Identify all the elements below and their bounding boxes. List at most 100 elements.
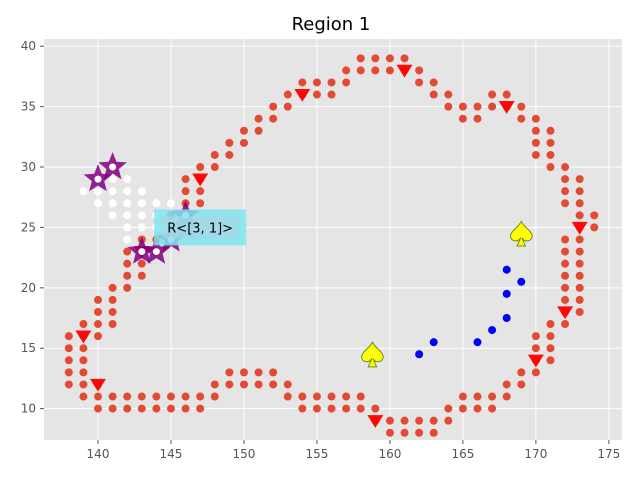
boundary-point [444,102,453,111]
boundary-point [415,416,424,425]
boundary-point [561,199,570,208]
boundary-point [108,283,117,292]
interior-point [79,187,88,196]
triangle-marker [90,378,107,392]
boundary-point [575,283,584,292]
boundary-point [356,404,365,413]
boundary-point [269,368,278,377]
boundary-point [64,356,73,365]
boundary-point [79,368,88,377]
boundary-point [312,392,321,401]
boundary-point [254,380,263,389]
boundary-point [575,271,584,280]
boundary-point [415,66,424,75]
boundary-point [488,102,497,111]
boundary-point [298,78,307,87]
boundary-point [94,320,103,329]
interior-point [123,223,132,232]
blue-point [415,350,424,359]
boundary-point [225,138,234,147]
y-tick-label: 40 [21,39,36,53]
boundary-point [561,235,570,244]
boundary-point [239,138,248,147]
chart-title: Region 1 [292,14,371,35]
interior-point [123,199,132,208]
boundary-point [64,332,73,341]
boundary-point [94,295,103,304]
boundary-point [356,66,365,75]
boundary-point [327,90,336,99]
boundary-point [196,404,205,413]
boundary-point [371,66,380,75]
interior-point [94,187,103,196]
boundary-point [385,428,394,437]
boundary-point [239,368,248,377]
boundary-point [283,392,292,401]
y-tick-label: 30 [21,160,36,174]
boundary-point [283,90,292,99]
boundary-point [254,126,263,135]
triangle-marker [294,88,311,102]
boundary-point [575,199,584,208]
boundary-point [473,102,482,111]
annotation-inner-box [162,216,239,239]
boundary-point [575,175,584,184]
boundary-point [79,344,88,353]
interior-point [152,199,161,208]
boundary-point [444,90,453,99]
boundary-point [123,404,132,413]
boundary-point [298,404,307,413]
blue-point [429,338,438,347]
boundary-point [225,368,234,377]
y-tick-label: 15 [21,341,36,355]
boundary-point [561,259,570,268]
boundary-point [546,356,555,365]
boundary-point [108,320,117,329]
triangle-marker [396,64,413,78]
boundary-point [531,150,540,159]
x-tick-label: 170 [524,447,547,461]
boundary-point [429,428,438,437]
boundary-point [166,392,175,401]
boundary-point [108,392,117,401]
boundary-point [546,150,555,159]
boundary-point [385,66,394,75]
triangle-marker [367,415,384,428]
boundary-point [79,320,88,329]
interior-point [123,211,132,220]
boundary-point [546,138,555,147]
boundary-point [371,54,380,63]
boundary-point [312,90,321,99]
triangle-marker [192,173,209,187]
boundary-point [575,295,584,304]
boundary-point [429,78,438,87]
boundary-point [210,150,219,159]
boundary-point [108,307,117,316]
boundary-point [137,392,146,401]
interior-point [108,199,117,208]
boundary-point [546,332,555,341]
star-center [152,248,160,256]
boundary-point [79,392,88,401]
boundary-point [444,416,453,425]
boundary-point [225,380,234,389]
blue-point [502,265,511,274]
boundary-point [531,126,540,135]
triangle-marker [498,101,515,114]
boundary-point [444,404,453,413]
boundary-point [517,368,526,377]
interior-point [137,223,146,232]
boundary-point [429,416,438,425]
blue-point [502,314,511,323]
boundary-point [137,404,146,413]
boundary-point [502,380,511,389]
x-tick-label: 165 [451,447,474,461]
boundary-point [181,392,190,401]
interior-point [137,187,146,196]
interior-point [108,211,117,220]
boundary-point [575,247,584,256]
blue-point [502,289,511,298]
boundary-point [371,404,380,413]
triangle-marker [571,221,588,235]
star-center [109,163,117,171]
